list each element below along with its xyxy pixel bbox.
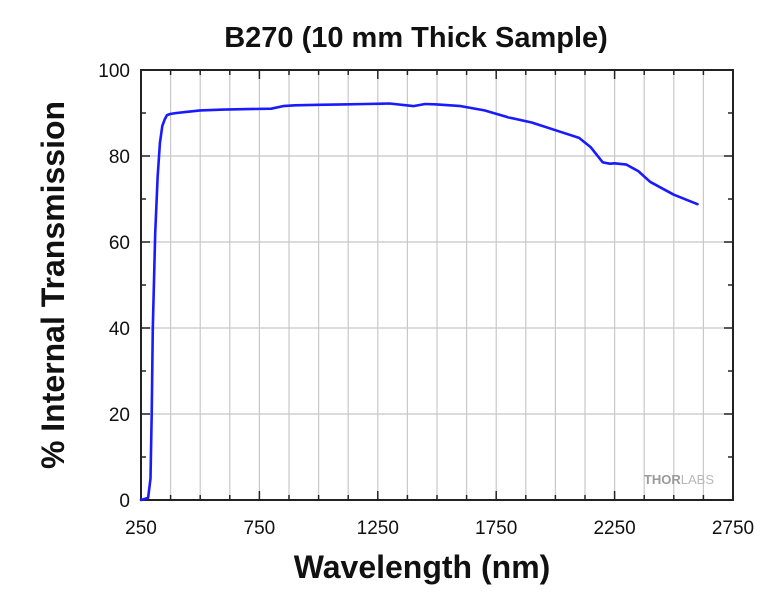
y-tick-label: 80: [109, 147, 130, 168]
x-tick-label: 2750: [712, 518, 754, 539]
y-tick-labels: 0 20 40 60 80 100: [98, 61, 130, 512]
y-tick-label: 0: [119, 491, 130, 512]
x-tick-label: 1750: [475, 518, 517, 539]
y-axis-label: % Internal Transmission: [35, 101, 71, 469]
logo-part-thor: THOR: [644, 472, 681, 487]
y-tick-label: 60: [109, 233, 130, 254]
chart-title: B270 (10 mm Thick Sample): [224, 22, 608, 54]
x-tick-label: 250: [125, 518, 157, 539]
series-line-b270: [139, 102, 699, 502]
y-tick-label: 40: [109, 319, 130, 340]
x-tick-label: 1250: [357, 518, 399, 539]
y-tick-label: 20: [109, 405, 130, 426]
logo-part-labs: LABS: [681, 472, 715, 487]
x-axis-label: Wavelength (nm): [294, 549, 551, 585]
thorlabs-logo: THORLABS: [644, 472, 714, 487]
x-tick-label: 750: [244, 518, 276, 539]
x-tick-label: 2250: [593, 518, 635, 539]
plot-frame: [140, 69, 734, 501]
grid: [141, 70, 733, 500]
x-tick-labels: 250 750 1250 1750 2250 2750: [125, 518, 754, 539]
y-tick-label: 100: [98, 61, 130, 82]
